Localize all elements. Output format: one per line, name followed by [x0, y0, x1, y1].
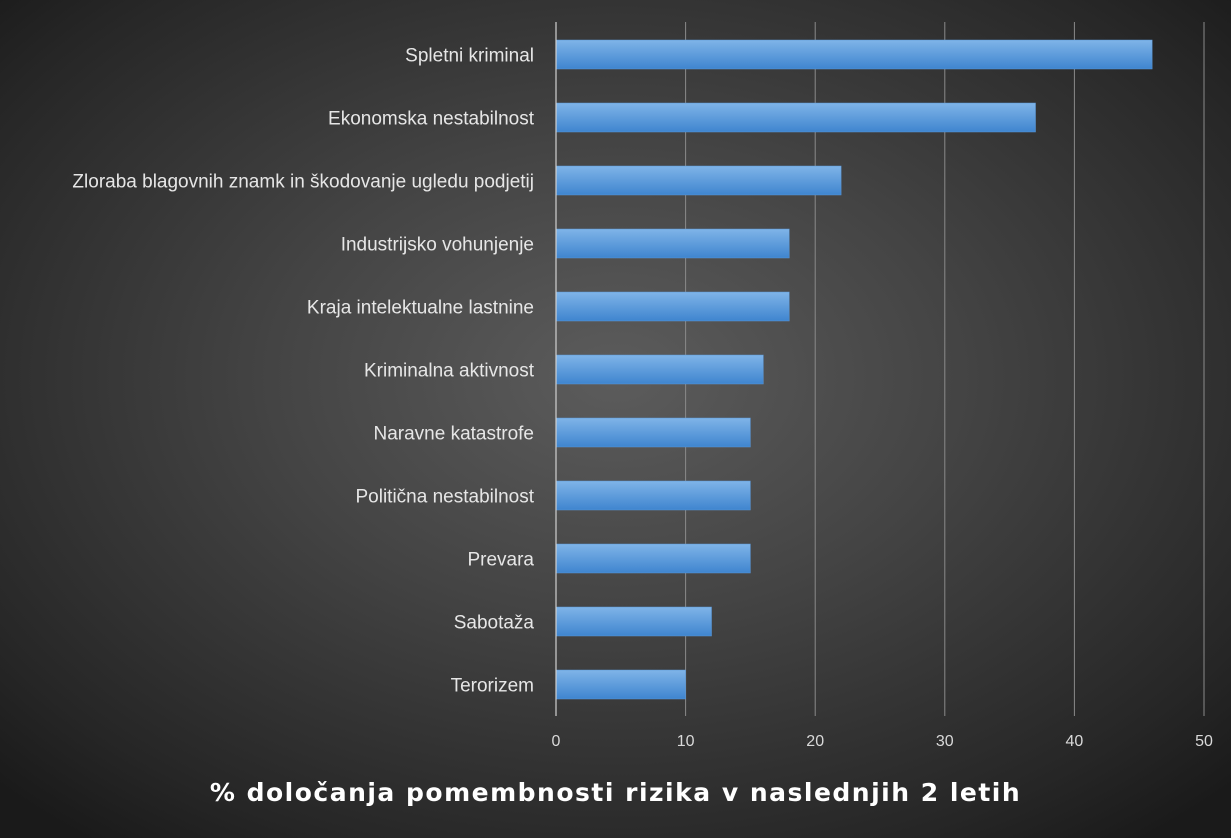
- x-tick-labels: 0 10 20 30 40 50: [552, 733, 1213, 750]
- x-tick-label: 0: [552, 733, 561, 750]
- bar: [555, 480, 751, 511]
- bar: [555, 606, 712, 637]
- category-label: Industrijsko vohunjenje: [341, 235, 534, 256]
- category-label: Kriminalna aktivnost: [364, 361, 535, 382]
- category-label: Ekonomska nestabilnost: [328, 109, 535, 130]
- category-label: Naravne katastrofe: [373, 424, 534, 445]
- bar: [555, 291, 790, 322]
- category-labels: Spletni kriminal Ekonomska nestabilnost Zl…: [72, 46, 534, 697]
- category-label: Spletni kriminal: [405, 46, 534, 67]
- category-label: Terorizem: [451, 676, 534, 697]
- x-tick-label: 30: [936, 733, 954, 750]
- category-label: Zloraba blagovnih znamk in škodovanje ug…: [72, 172, 534, 193]
- gridlines: [685, 22, 1205, 716]
- category-label: Politična nestabilnost: [356, 487, 535, 508]
- bar: [555, 165, 842, 196]
- category-label: Sabotaža: [454, 613, 535, 634]
- x-tick-label: 10: [677, 733, 695, 750]
- category-label: Prevara: [467, 550, 534, 571]
- bar: [555, 543, 751, 574]
- bar: [555, 669, 686, 700]
- bar: [555, 39, 1153, 70]
- x-tick-label: 40: [1066, 733, 1084, 750]
- x-tick-label: 20: [806, 733, 824, 750]
- category-label: Kraja intelektualne lastnine: [307, 298, 534, 319]
- bar: [555, 354, 764, 385]
- bars: [555, 39, 1153, 700]
- bar: [555, 228, 790, 259]
- bar: [555, 102, 1036, 133]
- bar: [555, 417, 751, 448]
- x-tick-label: 50: [1195, 733, 1213, 750]
- x-axis-title: % določanja pomembnosti rizika v nasledn…: [209, 778, 1022, 807]
